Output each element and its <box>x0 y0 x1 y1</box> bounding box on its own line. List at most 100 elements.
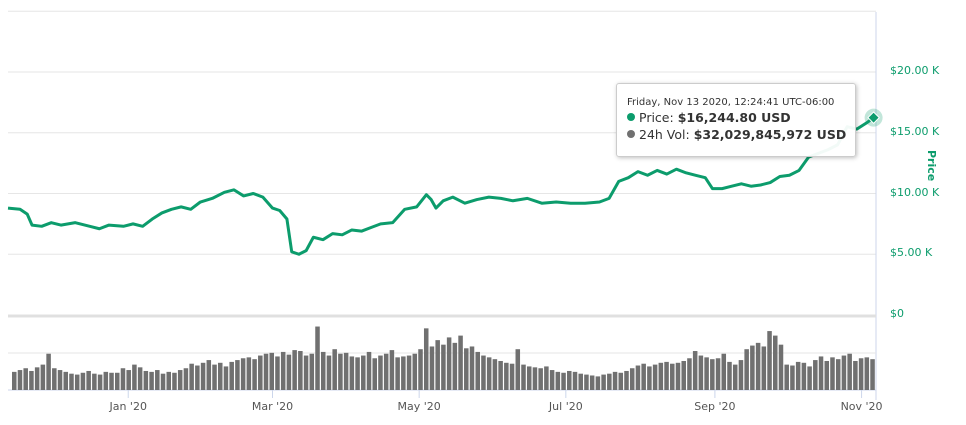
volume-bar <box>727 361 732 390</box>
volume-bar <box>355 357 360 390</box>
volume-bar <box>721 353 727 390</box>
volume-bar <box>710 359 715 390</box>
volume-bar <box>114 372 120 390</box>
volume-bar <box>853 360 858 390</box>
volume-bar <box>790 365 795 390</box>
volume-bar <box>492 359 498 390</box>
volume-bar <box>830 357 835 390</box>
volume-bar <box>326 355 332 390</box>
tooltip-price-value: $16,244.80 USD <box>677 110 791 125</box>
volume-bar <box>240 358 246 390</box>
volume-bar <box>801 362 807 390</box>
x-tick-label: Jul '20 <box>548 400 583 413</box>
volume-bar <box>795 361 801 390</box>
volume-bar <box>97 374 103 390</box>
y-tick-label: $20.00 K <box>890 64 940 77</box>
volume-bar <box>607 373 612 390</box>
volume-bar <box>143 370 149 390</box>
volume-bar <box>412 353 418 390</box>
volume-bar <box>578 373 583 390</box>
y-tick-label: $0 <box>890 307 904 320</box>
volume-bar <box>74 374 80 390</box>
volume-bar <box>629 368 635 390</box>
volume-bar <box>29 370 34 390</box>
volume-bar <box>601 374 606 390</box>
volume-bar <box>504 362 509 390</box>
volume-bar <box>17 370 23 390</box>
volume-bar <box>366 351 372 390</box>
volume-bar <box>195 365 200 390</box>
volume-bar <box>458 335 463 390</box>
volume-bar <box>773 335 778 390</box>
volume-bar <box>595 376 601 390</box>
volume-bar <box>429 346 435 390</box>
volume-bar <box>332 349 337 390</box>
volume-bar <box>338 353 343 390</box>
volume-bar <box>92 373 97 390</box>
volume-bar <box>160 373 166 390</box>
volume-bar <box>149 371 154 390</box>
volume-bar <box>343 352 349 390</box>
volume-bar <box>567 370 572 390</box>
volume-bar <box>280 351 286 390</box>
volume-bar <box>784 364 789 390</box>
volume-bar <box>126 370 131 390</box>
volume-bar <box>212 364 217 390</box>
volume-bar <box>401 356 406 390</box>
volume-bar <box>378 355 383 390</box>
volume-bar <box>698 355 704 390</box>
volume-bar <box>584 374 589 390</box>
volume-bar <box>561 372 566 390</box>
tooltip: Friday, Nov 13 2020, 12:24:41 UTC-06:00 … <box>616 83 856 157</box>
volume-bar <box>183 368 189 390</box>
volume-bar <box>498 360 503 390</box>
volume-bar <box>309 353 315 390</box>
volume-bar <box>652 364 658 390</box>
x-tick-label: Mar '20 <box>251 400 294 413</box>
volume-bar <box>132 364 137 390</box>
volume-bar <box>532 367 538 390</box>
volume-bar <box>641 363 646 390</box>
y-tick-label: $15.00 K <box>890 124 940 138</box>
volume-bar <box>34 367 40 390</box>
volume-bar <box>870 359 875 390</box>
volume-bar <box>103 371 109 390</box>
volume-bar <box>475 351 480 390</box>
volume-bar <box>315 326 320 390</box>
volume-bar <box>864 357 870 390</box>
tooltip-volume-row: 24h Vol: $32,029,845,972 USD <box>627 127 855 142</box>
volume-bar <box>172 372 177 390</box>
volume-bar <box>664 361 669 390</box>
volume-bar <box>692 351 698 390</box>
x-tick-label: Sep '20 <box>694 400 736 413</box>
volume-bar <box>406 355 412 390</box>
volume-bar <box>544 366 549 390</box>
tooltip-volume-value: $32,029,845,972 USD <box>693 127 847 142</box>
volume-bar <box>675 362 681 390</box>
volume-bar <box>223 366 229 390</box>
volume-bar <box>835 359 841 390</box>
volume-bar <box>155 370 160 390</box>
volume-bar <box>189 363 194 390</box>
volume-bar <box>46 353 51 390</box>
volume-bar <box>372 358 377 390</box>
volume-bar <box>469 346 475 390</box>
tooltip-volume-label: 24h Vol: <box>639 127 690 142</box>
volume-dot-icon <box>627 130 635 138</box>
volume-bar <box>452 342 458 390</box>
volume-bar <box>481 355 486 390</box>
volume-bar <box>704 357 709 390</box>
volume-bar <box>755 342 761 390</box>
volume-bar <box>732 364 738 390</box>
volume-bar <box>715 358 721 390</box>
volume-bar <box>361 355 366 390</box>
volume-bar <box>441 344 446 390</box>
volume-bar <box>526 366 532 390</box>
volume-bar <box>807 366 812 390</box>
tooltip-datetime: Friday, Nov 13 2020, 12:24:41 UTC-06:00 <box>627 97 835 108</box>
volume-bar <box>847 353 852 390</box>
volume-bar <box>555 371 561 390</box>
volume-bar <box>818 356 824 390</box>
volume-bar <box>647 366 652 390</box>
